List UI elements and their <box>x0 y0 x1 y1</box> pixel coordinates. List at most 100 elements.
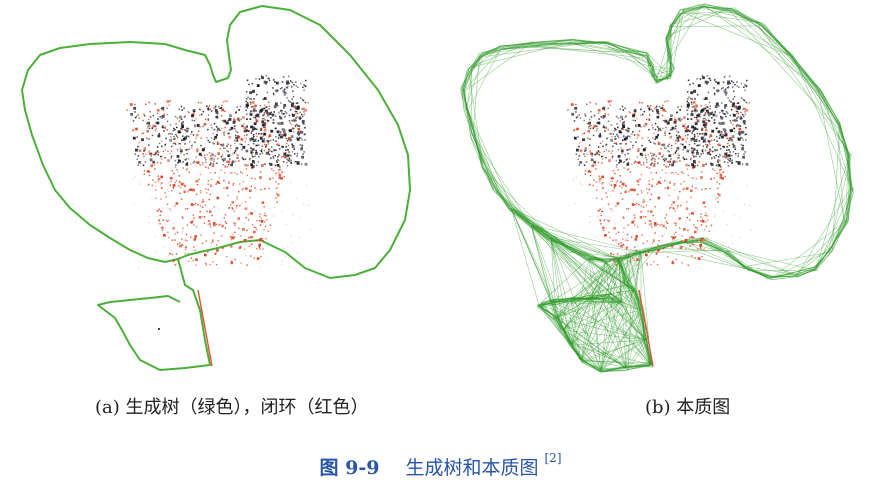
map-point-dark <box>709 140 711 142</box>
map-point-dark <box>744 151 746 153</box>
map-point-red <box>252 130 254 132</box>
loop-mesh-edge <box>645 339 652 366</box>
map-point-dark <box>729 158 731 160</box>
map-point-dark <box>707 113 711 117</box>
map-point-red <box>652 178 654 180</box>
loop-closure-edge <box>197 289 213 367</box>
map-point-dark <box>290 154 292 157</box>
map-point-red <box>650 210 653 213</box>
map-point-dark <box>737 137 739 139</box>
map-point-dark <box>228 118 232 121</box>
map-point-dark <box>670 114 673 118</box>
map-point-dark <box>286 86 289 89</box>
map-point-dark <box>589 127 592 130</box>
map-point-dark <box>664 132 666 135</box>
map-point-red <box>602 187 604 189</box>
map-point-dark <box>723 113 725 115</box>
map-point-dark <box>642 148 646 152</box>
map-point-dark <box>156 112 159 114</box>
map-point-red <box>279 168 281 171</box>
map-point-red <box>245 106 247 108</box>
map-point-dark <box>668 150 670 153</box>
map-point-dark <box>250 106 253 108</box>
map-point-gray <box>209 245 211 247</box>
map-point-red <box>253 162 255 164</box>
map-point-red <box>275 181 277 183</box>
map-point-dark <box>628 135 631 138</box>
map-point-gray <box>748 268 749 269</box>
map-point-gray <box>640 253 642 255</box>
map-point-red <box>213 160 215 162</box>
covisibility-edge <box>618 250 642 258</box>
map-point-red <box>260 188 262 191</box>
loop-mesh-edge <box>600 258 620 371</box>
map-point-red <box>230 261 234 265</box>
map-point-dark <box>249 97 251 100</box>
map-point-dark <box>709 107 711 110</box>
map-point-dark <box>686 91 689 93</box>
map-point-dark <box>744 111 746 113</box>
map-point-red <box>611 157 613 159</box>
map-point-red <box>643 164 645 166</box>
map-point-dark <box>227 150 229 153</box>
map-point-gray <box>642 207 644 209</box>
map-point-red <box>221 104 223 107</box>
map-point-dark <box>722 86 724 89</box>
map-point-red <box>677 173 679 175</box>
covisibility-edge <box>462 46 504 92</box>
map-point-dark <box>207 119 210 121</box>
map-point-dark <box>283 133 287 136</box>
map-point-dark <box>196 124 200 127</box>
map-point-red <box>645 157 647 159</box>
map-point-dark <box>272 139 275 141</box>
map-point-red <box>174 181 176 184</box>
map-point-gray <box>681 247 683 249</box>
map-point-dark <box>593 114 596 117</box>
map-point-red <box>719 176 723 179</box>
map-point-red <box>174 263 176 266</box>
map-point-dark <box>600 116 602 118</box>
map-point-red <box>590 125 592 127</box>
map-point-red <box>683 180 685 183</box>
map-point-red <box>627 207 630 210</box>
map-point-dark <box>250 110 253 112</box>
map-point-dark <box>176 148 179 151</box>
map-point-dark <box>688 96 690 98</box>
covisibility-edge <box>540 306 575 344</box>
loop-mesh-edge <box>625 284 642 311</box>
covisibility-edge <box>540 306 582 359</box>
covisibility-edge <box>683 12 793 57</box>
map-point-gray <box>653 185 655 187</box>
map-point-dark <box>732 143 734 145</box>
map-point-red <box>691 242 693 245</box>
map-point-dark <box>692 82 694 85</box>
map-point-dark <box>603 126 606 129</box>
map-point-red <box>748 102 750 104</box>
map-point-dark <box>655 109 659 112</box>
map-point-red <box>265 215 267 217</box>
map-point-red <box>296 116 298 118</box>
map-point-red <box>584 155 586 158</box>
map-point-dark <box>730 138 734 142</box>
map-point-dark <box>222 160 225 162</box>
map-point-red <box>195 179 199 183</box>
covisibility-edge <box>798 188 851 274</box>
map-point-red <box>685 207 689 210</box>
map-point-dark <box>191 131 193 133</box>
map-point-dark <box>281 145 283 148</box>
map-point-dark <box>155 122 157 124</box>
map-point-dark <box>290 161 292 164</box>
map-point-dark <box>725 135 727 137</box>
map-point-dark <box>201 113 203 116</box>
map-point-red <box>600 223 602 225</box>
map-point-red <box>587 127 590 129</box>
map-point-red <box>638 204 640 206</box>
map-point-red <box>263 117 265 120</box>
map-point-gray <box>749 204 751 206</box>
map-point-red <box>238 160 240 162</box>
map-point-red <box>688 213 691 215</box>
map-point-dark <box>230 163 233 167</box>
map-point-dark <box>278 144 280 147</box>
map-point-red <box>253 107 256 111</box>
map-point-dark <box>691 126 693 128</box>
